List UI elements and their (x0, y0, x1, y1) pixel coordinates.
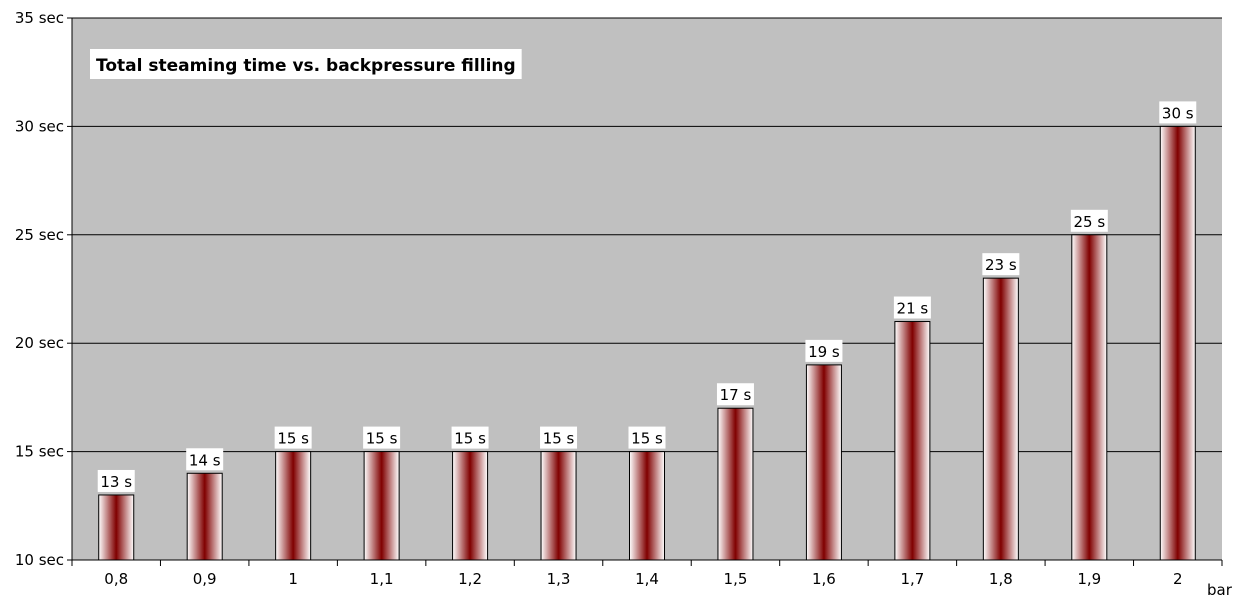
axes (67, 17, 1223, 566)
bar (275, 451, 312, 561)
bar (717, 407, 754, 561)
data-label: 21 s (897, 300, 929, 318)
data-label: 17 s (720, 386, 752, 404)
bar (98, 494, 135, 561)
bar (629, 451, 665, 561)
data-label: 30 s (1162, 104, 1194, 122)
data-label: 19 s (808, 343, 840, 361)
data-label-box (1159, 101, 1197, 124)
x-tick-label: 1,4 (635, 570, 659, 588)
y-tick-label: 30 sec (15, 117, 64, 135)
x-tick-label: 1,8 (989, 570, 1013, 588)
bar (805, 364, 842, 561)
data-label-box (363, 426, 401, 449)
bar (540, 451, 577, 561)
x-tick-label: 1,6 (812, 570, 836, 588)
x-tick-label: 0,8 (104, 570, 128, 588)
data-label: 15 s (366, 430, 398, 448)
data-label: 13 s (100, 473, 132, 491)
data-label-box (982, 253, 1020, 276)
data-label: 15 s (277, 430, 309, 448)
gridlines (72, 17, 1222, 453)
bar (1071, 234, 1108, 561)
x-tick-label: 1,5 (724, 570, 748, 588)
data-label: 15 s (631, 430, 663, 448)
data-label-box (805, 339, 843, 362)
y-tick-label: 35 sec (15, 9, 64, 27)
bar (982, 277, 1019, 561)
data-label: 23 s (985, 256, 1017, 274)
x-tick-label: 1,3 (547, 570, 571, 588)
bar (452, 451, 489, 561)
y-tick-label: 15 sec (15, 443, 64, 461)
y-tick-label: 25 sec (15, 226, 64, 244)
bar (363, 451, 400, 561)
x-tick-label: 1,1 (370, 570, 394, 588)
x-tick-label: 1,7 (900, 570, 924, 588)
y-tick-label: 20 sec (15, 334, 64, 352)
bar (186, 472, 223, 561)
data-label: 14 s (189, 451, 221, 469)
data-label-box (628, 426, 666, 449)
chart-title-box: Total steaming time vs. backpressure fil… (90, 49, 522, 79)
data-label-box (274, 426, 312, 449)
bars (98, 125, 1196, 561)
data-label: 25 s (1073, 213, 1105, 231)
x-axis-unit-label: bar (1207, 581, 1233, 599)
data-label-box (451, 426, 489, 449)
data-label-box (893, 296, 931, 319)
x-tick-label: 1 (288, 570, 298, 588)
bar (1159, 125, 1196, 561)
data-label-box (1070, 209, 1108, 232)
data-labels: 13 s 14 s 15 s 15 s 15 s 15 s 15 s 17 s 19 s 21 s… (97, 101, 1197, 492)
data-label: 15 s (543, 430, 575, 448)
y-tick-labels: 10 sec 15 sec 20 sec 25 sec 30 sec 35 sec (15, 9, 64, 569)
x-tick-label: 1,9 (1077, 570, 1101, 588)
data-label: 15 s (454, 430, 486, 448)
x-tick-label: 0,9 (193, 570, 217, 588)
x-tick-label: 1,2 (458, 570, 482, 588)
x-tick-labels: 0,8 0,9 1 1,1 1,2 1,3 1,4 1,5 1,6 1,7 1,8 1,9 2 (104, 570, 1182, 588)
data-label-box (540, 426, 578, 449)
data-label-box (186, 448, 224, 471)
y-tick-label: 10 sec (15, 551, 64, 569)
bar (894, 321, 931, 561)
data-label-box (716, 383, 754, 406)
chart-title: Total steaming time vs. backpressure fil… (96, 56, 516, 76)
data-label-box (97, 469, 135, 492)
x-tick-label: 2 (1173, 570, 1183, 588)
